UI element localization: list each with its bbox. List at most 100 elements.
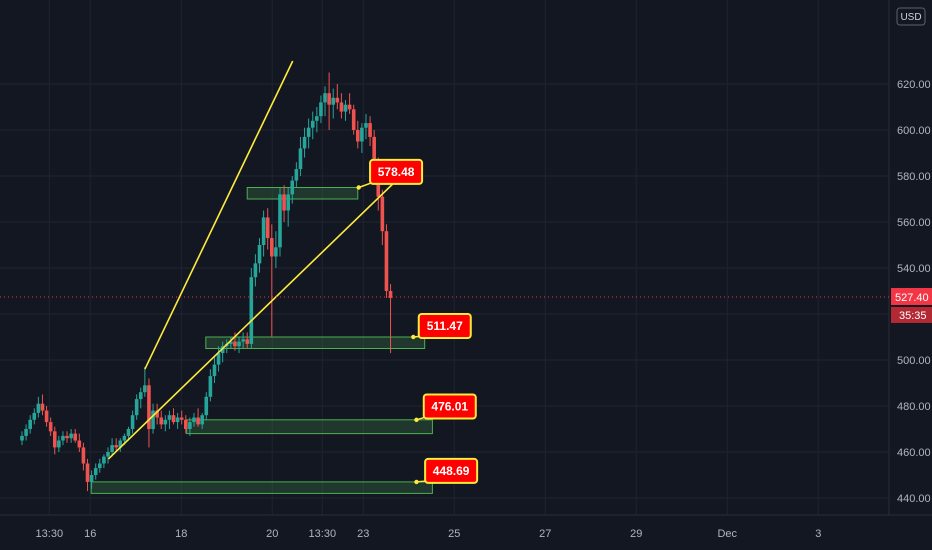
callout-label: 578.48 — [378, 165, 415, 179]
candle-body — [61, 435, 65, 441]
candle-body — [171, 415, 176, 423]
candle-body — [179, 417, 184, 420]
candle-body — [167, 415, 172, 420]
candle-body — [98, 463, 102, 469]
candle-body — [384, 231, 389, 291]
callout-box[interactable] — [369, 158, 424, 185]
support-zone-476 — [186, 419, 433, 435]
candle-body — [286, 194, 290, 211]
candle-body — [339, 102, 344, 112]
candle-body — [216, 353, 221, 365]
callout-anchor — [356, 185, 361, 190]
currency-label[interactable]: USD — [900, 12, 921, 23]
x-tick-label: 18 — [175, 528, 187, 540]
y-tick-label: 600.00 — [897, 125, 931, 137]
candle-body — [93, 468, 98, 475]
candle-body — [298, 148, 303, 170]
candle-body — [323, 93, 327, 103]
countdown-label: 35:35 — [899, 310, 927, 322]
candle-body — [36, 403, 41, 413]
y-tick-label: 460.00 — [897, 447, 931, 459]
candle-body — [335, 97, 340, 103]
candle-body — [220, 346, 225, 354]
callout-label: 476.01 — [431, 400, 468, 414]
candle-body — [81, 447, 86, 464]
candle-body — [40, 403, 45, 411]
candle-body — [155, 410, 159, 418]
candle-body — [102, 456, 106, 464]
x-tick-label: 25 — [448, 528, 460, 540]
candle-body — [360, 127, 364, 142]
candle-body — [24, 429, 28, 436]
candle-body — [106, 452, 110, 457]
candle-body — [65, 435, 69, 439]
x-tick-label: 23 — [357, 528, 369, 540]
candle-body — [261, 217, 266, 245]
candle-body — [310, 120, 315, 128]
upper-trend-line[interactable] — [144, 60, 294, 370]
x-tick-label: 29 — [630, 528, 642, 540]
y-tick-label: 440.00 — [897, 493, 931, 505]
callout-anchor — [411, 334, 416, 340]
candle-body — [204, 396, 209, 416]
candle-body — [347, 104, 352, 110]
candle-body — [114, 445, 118, 448]
candle-body — [126, 429, 131, 436]
currency-badge[interactable] — [896, 7, 926, 26]
candle-body — [20, 435, 24, 441]
candle-body — [319, 102, 323, 117]
candle-body — [269, 238, 274, 257]
y-tick-label: 560.00 — [897, 217, 931, 229]
candle-body — [331, 97, 336, 105]
candle-body — [175, 417, 180, 423]
x-tick-label: 13:30 — [36, 528, 64, 540]
candle-body — [192, 417, 196, 423]
candle-body — [257, 245, 262, 264]
candle-body — [122, 435, 127, 441]
callout-box[interactable] — [424, 457, 479, 484]
candle-body — [184, 419, 188, 429]
candle-body — [229, 341, 233, 344]
candle-body — [249, 277, 254, 344]
callout-anchor — [414, 479, 419, 485]
candle-body — [237, 341, 241, 347]
callout-box[interactable] — [422, 393, 477, 420]
candle-body — [73, 433, 78, 441]
candle-body — [343, 104, 348, 112]
candle-body — [388, 291, 393, 298]
candle-body — [200, 415, 204, 425]
candle-body — [85, 463, 90, 482]
candle-body — [143, 385, 147, 393]
candle-body — [32, 412, 37, 420]
candle-body — [364, 123, 368, 128]
support-zone-448 — [90, 481, 433, 494]
callout-label: 511.47 — [427, 319, 463, 333]
x-tick-label: Dec — [717, 528, 737, 540]
x-tick-label: 13:30 — [309, 528, 337, 540]
x-tick-label: 27 — [539, 528, 551, 540]
y-tick-label: 500.00 — [897, 355, 931, 367]
candle-body — [159, 417, 164, 425]
lower-trend-line[interactable] — [107, 175, 402, 460]
candle-body — [368, 123, 372, 137]
candle-body — [351, 109, 356, 130]
callout-box[interactable] — [417, 313, 472, 339]
candle-body — [208, 376, 213, 397]
support-zone-511 — [205, 336, 426, 349]
candle-body — [245, 339, 250, 344]
y-tick-label: 540.00 — [897, 263, 931, 275]
candle-body — [57, 440, 61, 448]
candle-body — [77, 440, 82, 448]
candle-body — [44, 410, 49, 423]
y-tick-label: 620.00 — [897, 79, 931, 91]
candle-body — [48, 422, 53, 432]
candle-body — [372, 136, 376, 163]
candle-body — [52, 431, 57, 448]
candle-body — [233, 341, 237, 347]
candle-body — [282, 194, 286, 211]
candle-body — [151, 410, 155, 429]
candle-body — [118, 440, 123, 448]
callout-anchor — [414, 417, 419, 422]
